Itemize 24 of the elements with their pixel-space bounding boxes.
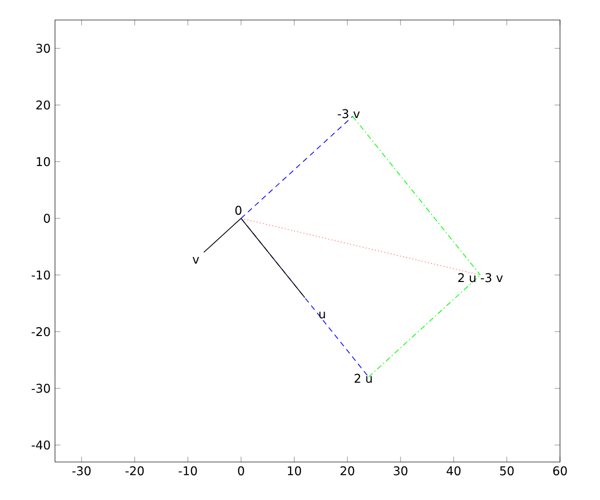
y-tick-label: 30 [36,44,50,53]
y-tick-label: 20 [36,100,50,110]
y-tick-label: -20 [32,327,50,336]
annotation: 2 u [354,374,372,383]
y-tick-label: 10 [36,157,50,166]
y-tick-label: -10 [32,270,50,280]
x-tick-label: -10 [178,466,197,476]
x-tick-label: 0 [238,466,244,476]
x-tick-label: 10 [288,466,302,476]
annotation: u [319,312,325,318]
y-tick-label: 0 [44,214,50,223]
x-tick-label: -30 [72,466,91,476]
x-tick-label: 30 [394,466,408,476]
annotation: v [192,257,200,264]
annotation: 2 u -3 v [458,273,503,282]
x-tick-label: 20 [340,466,354,476]
y-tick-label: -40 [32,440,50,450]
x-tick-label: -20 [126,466,144,476]
y-tick-label: -30 [32,384,50,393]
x-tick-label: 60 [553,466,567,476]
x-tick-label: 40 [446,466,461,476]
annotation: -3 v [338,109,360,118]
x-tick-label: 50 [500,466,514,476]
annotation: 0 [235,206,242,215]
